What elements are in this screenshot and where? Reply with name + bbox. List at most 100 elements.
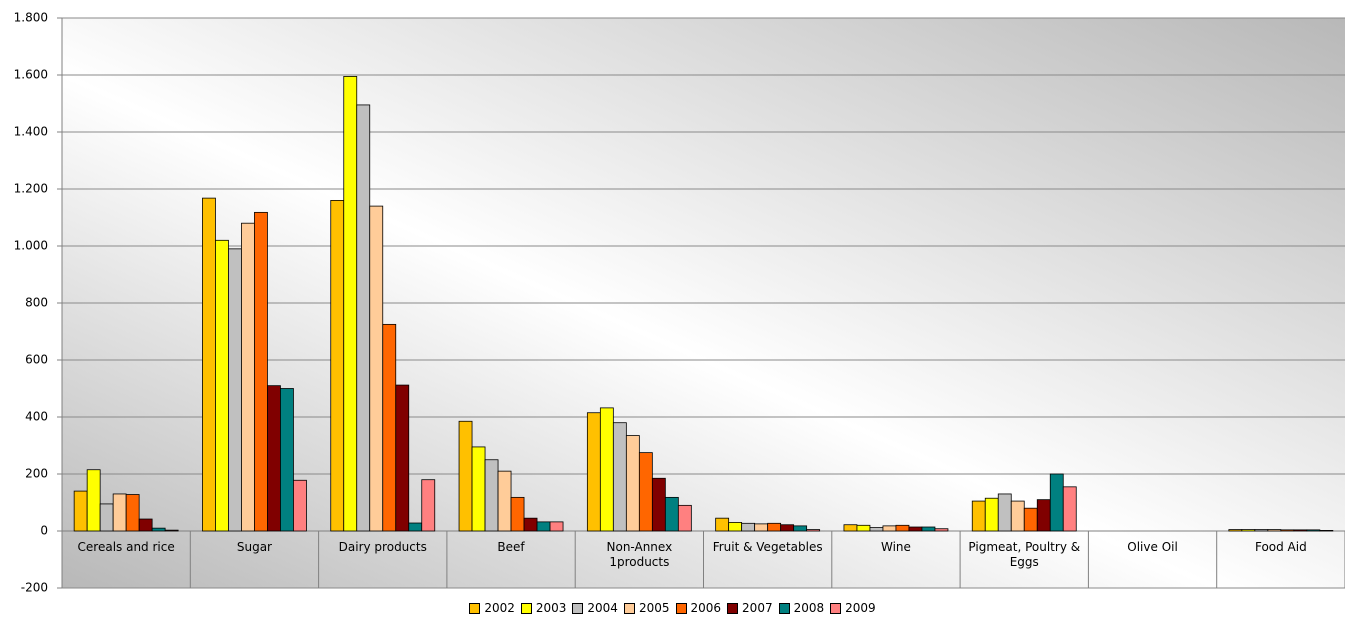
bar <box>86 469 101 532</box>
bar <box>1267 529 1282 532</box>
bar <box>1228 529 1243 532</box>
bar <box>267 385 281 532</box>
y-tick-label: 200 <box>25 467 48 481</box>
bar <box>869 527 884 532</box>
bar <box>73 490 88 532</box>
legend: 2002 2003 2004 2005 2006 2007 2008 2009 <box>0 601 1345 615</box>
y-tick-label: 1.600 <box>14 68 48 82</box>
legend-label: 2005 <box>638 601 670 615</box>
y-tick-label: 0 <box>40 524 48 538</box>
legend-label: 2009 <box>845 601 876 615</box>
y-tick-label: 800 <box>25 296 48 310</box>
y-tick-label: 600 <box>25 353 48 367</box>
bar <box>125 494 140 532</box>
x-tick-label: Sugar <box>236 540 272 554</box>
bar <box>677 504 692 532</box>
x-tick-label: Olive Oil <box>1127 540 1178 554</box>
bar <box>138 518 153 532</box>
x-tick-label: Pigmeat, Poultry & Eggs <box>968 540 1081 569</box>
bar <box>369 205 384 532</box>
legend-label: 2002 <box>484 601 515 615</box>
bar <box>895 524 910 532</box>
bar <box>408 522 423 532</box>
bar <box>228 248 242 532</box>
x-tick-label: Food Aid <box>1254 540 1307 554</box>
x-tick-label: Dairy products <box>338 540 427 554</box>
bar <box>1254 529 1269 532</box>
bar <box>767 522 782 532</box>
bar <box>293 479 307 532</box>
bar <box>164 529 179 532</box>
legend-item: 2008 <box>778 601 825 615</box>
x-tick-label: Wine <box>880 540 911 554</box>
bar <box>421 479 436 532</box>
bar <box>780 524 795 532</box>
bar <box>997 493 1012 532</box>
bar <box>497 470 512 532</box>
bar <box>664 496 679 532</box>
bar <box>806 529 821 532</box>
bar <box>1062 486 1077 532</box>
y-tick-label: 400 <box>25 410 48 424</box>
legend-label: 2004 <box>587 601 618 615</box>
bar <box>612 422 627 532</box>
legend-swatch <box>623 602 635 614</box>
x-tick-label: Fruit & Vegetables <box>712 540 823 554</box>
bar <box>523 517 538 532</box>
x-tick-label: Beef <box>497 540 525 554</box>
bar <box>536 521 551 532</box>
bar <box>356 104 371 532</box>
legend-swatch <box>572 602 584 614</box>
bar <box>882 525 897 532</box>
bar <box>254 211 268 532</box>
bar <box>484 459 499 532</box>
bar <box>1241 529 1256 532</box>
bar <box>638 452 653 532</box>
legend-swatch <box>469 602 481 614</box>
legend-item: 2002 <box>469 601 515 615</box>
legend-item: 2005 <box>623 601 670 615</box>
bar <box>343 76 358 532</box>
x-tick-label: Cereals and rice <box>77 540 175 554</box>
y-tick-label: 1.400 <box>14 125 48 139</box>
bar <box>510 496 525 532</box>
legend-swatch <box>675 602 687 614</box>
bar <box>984 497 999 532</box>
bar <box>1306 529 1321 532</box>
legend-item: 2004 <box>572 601 618 615</box>
bar <box>1293 529 1308 532</box>
bar <box>651 477 666 532</box>
legend-swatch <box>727 602 739 614</box>
bar <box>728 522 743 532</box>
bar <box>1319 530 1334 532</box>
bar <box>1280 529 1295 532</box>
bar <box>921 526 936 532</box>
legend-swatch <box>778 602 790 614</box>
bar <box>241 222 255 532</box>
y-tick-label: 1.000 <box>14 239 48 253</box>
bar <box>99 503 114 532</box>
bar <box>112 493 127 532</box>
bar <box>971 500 986 532</box>
bar <box>382 323 397 532</box>
legend-item: 2009 <box>830 601 876 615</box>
bar <box>793 525 808 532</box>
bar <box>754 523 769 532</box>
legend-item: 2006 <box>675 601 721 615</box>
legend-item: 2007 <box>727 601 773 615</box>
legend-label: 2008 <box>793 601 825 615</box>
bar <box>1010 500 1025 532</box>
bar <box>908 526 923 532</box>
bar <box>934 528 949 532</box>
bar <box>1023 507 1038 532</box>
legend-label: 2003 <box>535 601 567 615</box>
bar <box>330 199 345 532</box>
bar <box>741 522 756 532</box>
bar <box>586 412 601 532</box>
y-tick-label: 1.800 <box>14 11 48 25</box>
legend-swatch <box>830 602 842 614</box>
bar <box>202 197 216 532</box>
bar <box>395 384 410 532</box>
